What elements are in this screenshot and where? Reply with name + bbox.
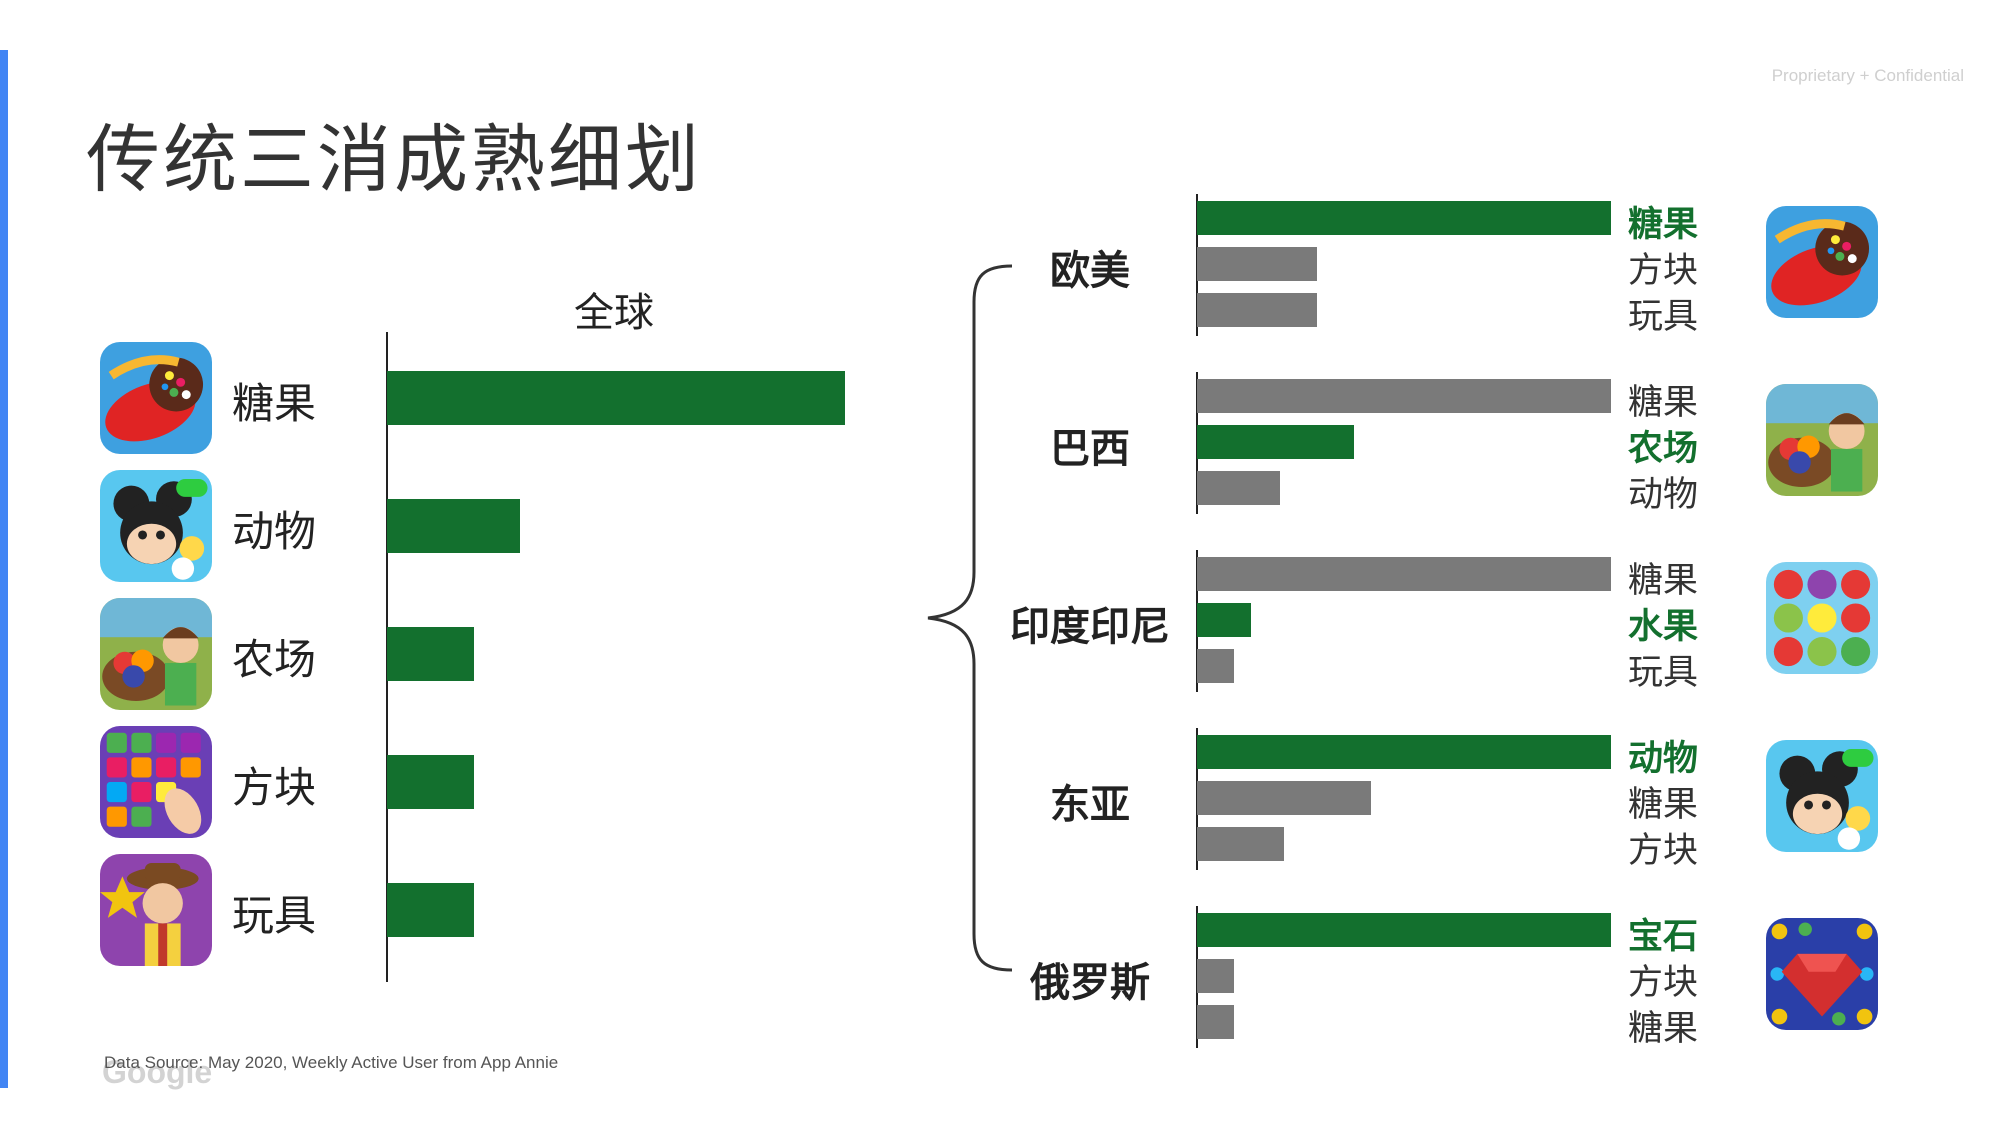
region-category-label: 糖果	[1628, 205, 1699, 245]
confidential-label: Proprietary + Confidential	[1771, 66, 1964, 85]
region-category-label: 方块	[1628, 251, 1699, 291]
region-category-label: 糖果	[1628, 1009, 1699, 1049]
region-category-label: 动物	[1628, 739, 1699, 779]
region-label: 印度印尼	[1010, 604, 1170, 650]
mickey-icon	[100, 470, 212, 582]
region-bar	[1197, 959, 1235, 993]
global-category-label: 玩具	[232, 891, 317, 940]
region-category-label: 玩具	[1628, 653, 1699, 693]
global-category-label: 动物	[232, 507, 317, 556]
region-bar	[1197, 247, 1318, 281]
region-bar	[1197, 557, 1611, 591]
region-bar	[1197, 603, 1251, 637]
global-category-label: 农场	[232, 635, 317, 684]
region-label: 巴西	[1050, 426, 1130, 472]
candy-icon	[1766, 206, 1878, 318]
region-category-label: 宝石	[1628, 917, 1699, 957]
region-category-label: 方块	[1628, 831, 1699, 871]
region-bar	[1197, 735, 1611, 769]
region-category-label: 糖果	[1628, 785, 1699, 825]
region-category-label: 糖果	[1628, 561, 1699, 601]
bracket	[927, 264, 1013, 972]
region-bar	[1197, 1005, 1235, 1039]
region-bar	[1197, 913, 1611, 947]
region-bar	[1197, 471, 1280, 505]
google-logo: Google	[102, 1054, 213, 1090]
farm-icon	[100, 598, 212, 710]
candy-icon	[100, 342, 212, 454]
region-label: 俄罗斯	[1030, 960, 1150, 1006]
region-category-label: 玩具	[1628, 297, 1699, 337]
global-bar	[387, 499, 520, 553]
global-bar	[387, 627, 475, 681]
region-category-label: 农场	[1628, 429, 1699, 469]
region-bar	[1197, 379, 1611, 413]
global-category-label: 方块	[232, 763, 317, 812]
region-category-label: 方块	[1628, 963, 1699, 1003]
gem-icon	[1766, 918, 1878, 1030]
region-bar	[1197, 201, 1611, 235]
region-category-label: 糖果	[1628, 383, 1699, 423]
global-category-label: 糖果	[232, 379, 317, 428]
fruit-icon	[1766, 562, 1878, 674]
region-bar	[1197, 781, 1371, 815]
accent-bar	[0, 50, 8, 1088]
region-bar	[1197, 827, 1284, 861]
region-bar	[1197, 649, 1235, 683]
region-bar	[1197, 425, 1355, 459]
toy-icon	[100, 854, 212, 966]
block-icon	[100, 726, 212, 838]
region-label: 东亚	[1050, 782, 1130, 828]
global-bar	[387, 755, 475, 809]
region-category-label: 水果	[1628, 607, 1699, 647]
page-title: 传统三消成熟细划	[86, 117, 702, 203]
farm-icon	[1766, 384, 1878, 496]
region-bar	[1197, 293, 1318, 327]
global-bar	[387, 371, 845, 425]
global-chart-title: 全球	[574, 290, 654, 336]
region-category-label: 动物	[1628, 475, 1699, 515]
mickey-icon	[1766, 740, 1878, 852]
region-label: 欧美	[1050, 248, 1130, 294]
data-source: Data Source: May 2020, Weekly Active Use…	[104, 1053, 559, 1072]
global-bar	[387, 883, 475, 937]
